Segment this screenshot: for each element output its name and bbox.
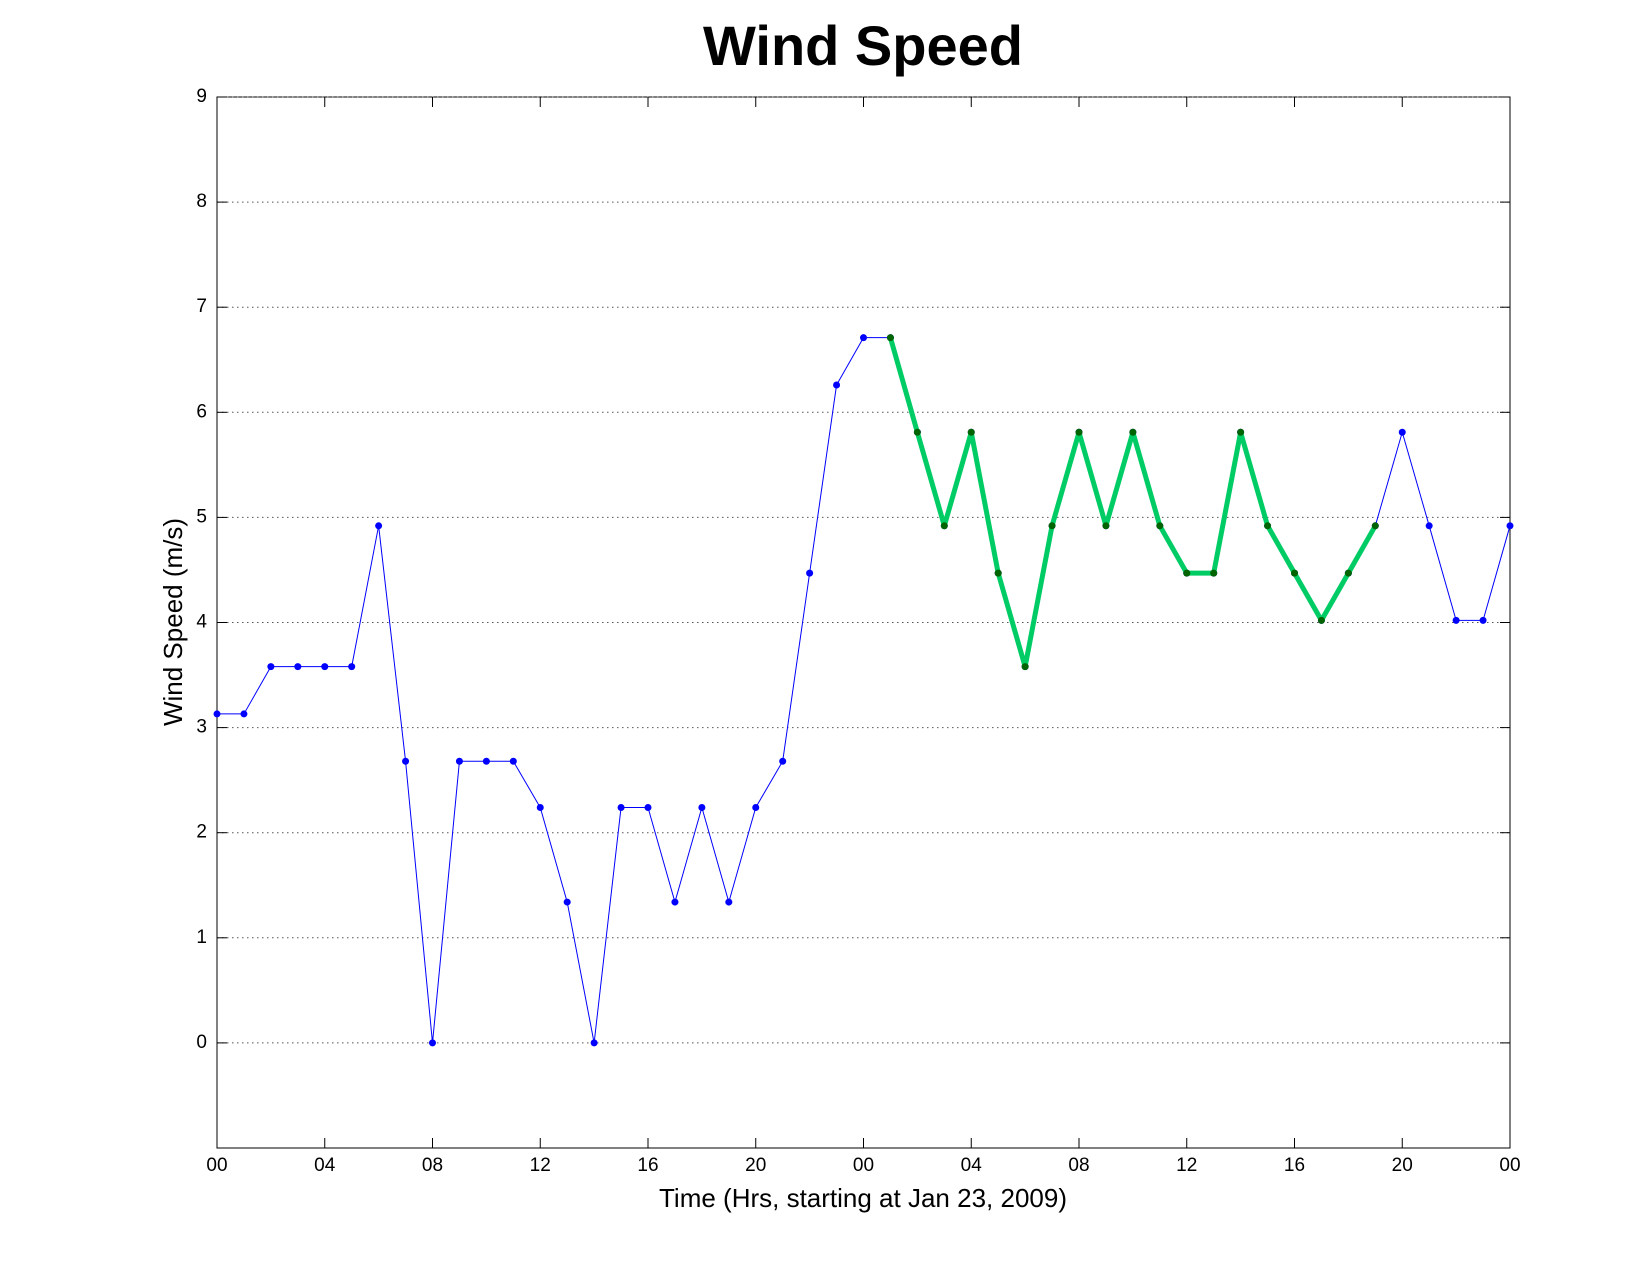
data-point	[779, 757, 787, 765]
x-tick-label: 08	[1068, 1155, 1089, 1176]
data-point	[482, 757, 490, 765]
data-point	[1183, 569, 1191, 577]
data-point	[833, 381, 841, 389]
data-point	[940, 522, 948, 530]
data-point	[1075, 428, 1083, 436]
data-point	[860, 334, 867, 342]
data-point	[590, 1039, 598, 1047]
data-point	[1371, 522, 1379, 530]
data-point	[1210, 569, 1218, 577]
data-point	[994, 569, 1002, 577]
data-point	[671, 898, 679, 906]
y-axis-label: Wind Speed (m/s)	[158, 518, 188, 726]
x-tick-label: 12	[530, 1155, 551, 1176]
data-point	[402, 757, 410, 765]
data-point	[429, 1039, 436, 1047]
data-point	[1048, 522, 1056, 530]
data-point	[455, 757, 463, 765]
data-point	[509, 757, 517, 765]
data-point	[644, 803, 652, 811]
x-tick-label: 08	[422, 1155, 443, 1176]
x-axis-label: Time (Hrs, starting at Jan 23, 2009)	[659, 1183, 1067, 1213]
chart-title: Wind Speed	[703, 14, 1023, 77]
x-tick-label: 04	[961, 1155, 983, 1176]
data-point	[1317, 616, 1325, 624]
plot-frame	[216, 96, 1511, 1149]
x-tick-label: 20	[745, 1155, 766, 1176]
data-point	[1398, 428, 1406, 436]
series-line	[217, 337, 1511, 1044]
data-point	[967, 428, 975, 436]
y-tick-label: 2	[196, 822, 207, 843]
data-point	[563, 898, 571, 906]
data-point	[1264, 522, 1272, 530]
data-point	[1237, 428, 1245, 436]
data-point	[913, 428, 921, 436]
data-point	[617, 803, 625, 811]
data-point	[375, 522, 383, 530]
y-tick-label: 9	[196, 86, 207, 107]
data-point	[1102, 522, 1110, 530]
data-point	[1129, 428, 1137, 436]
data-point	[267, 663, 275, 671]
x-tick-label: 04	[314, 1155, 336, 1176]
data-point	[1452, 616, 1460, 624]
data-point	[213, 710, 221, 718]
data-point	[698, 803, 706, 811]
y-tick-label: 1	[196, 927, 207, 948]
y-tick-label: 7	[196, 296, 207, 317]
y-tick-label: 8	[196, 191, 207, 212]
data-point	[806, 569, 814, 577]
x-tick-label: 16	[1284, 1155, 1305, 1176]
x-tick-label: 20	[1392, 1155, 1413, 1176]
data-point	[1291, 569, 1298, 577]
data-point	[240, 710, 248, 718]
x-tick-label: 00	[853, 1155, 874, 1176]
data-point	[725, 898, 733, 906]
data-point	[536, 803, 544, 811]
y-tick-label: 4	[196, 612, 207, 633]
data-point	[752, 803, 760, 811]
data-point	[321, 663, 329, 671]
y-tick-label: 6	[196, 401, 207, 422]
y-tick-label: 5	[196, 506, 207, 527]
data-point	[348, 663, 356, 671]
data-point	[1021, 663, 1029, 671]
x-tick-label: 16	[637, 1155, 658, 1176]
series-line	[888, 336, 1378, 670]
data-point	[1344, 569, 1352, 577]
data-point	[1506, 522, 1514, 530]
data-point	[1425, 522, 1433, 530]
data-point	[1479, 616, 1487, 624]
x-tick-label: 12	[1176, 1155, 1197, 1176]
x-tick-label: 00	[1499, 1155, 1520, 1176]
data-point	[1156, 522, 1164, 530]
x-tick-label: 00	[206, 1155, 227, 1176]
data-point	[294, 663, 302, 671]
data-point	[886, 334, 894, 342]
y-tick-label: 0	[196, 1032, 207, 1053]
y-tick-label: 3	[196, 717, 207, 738]
